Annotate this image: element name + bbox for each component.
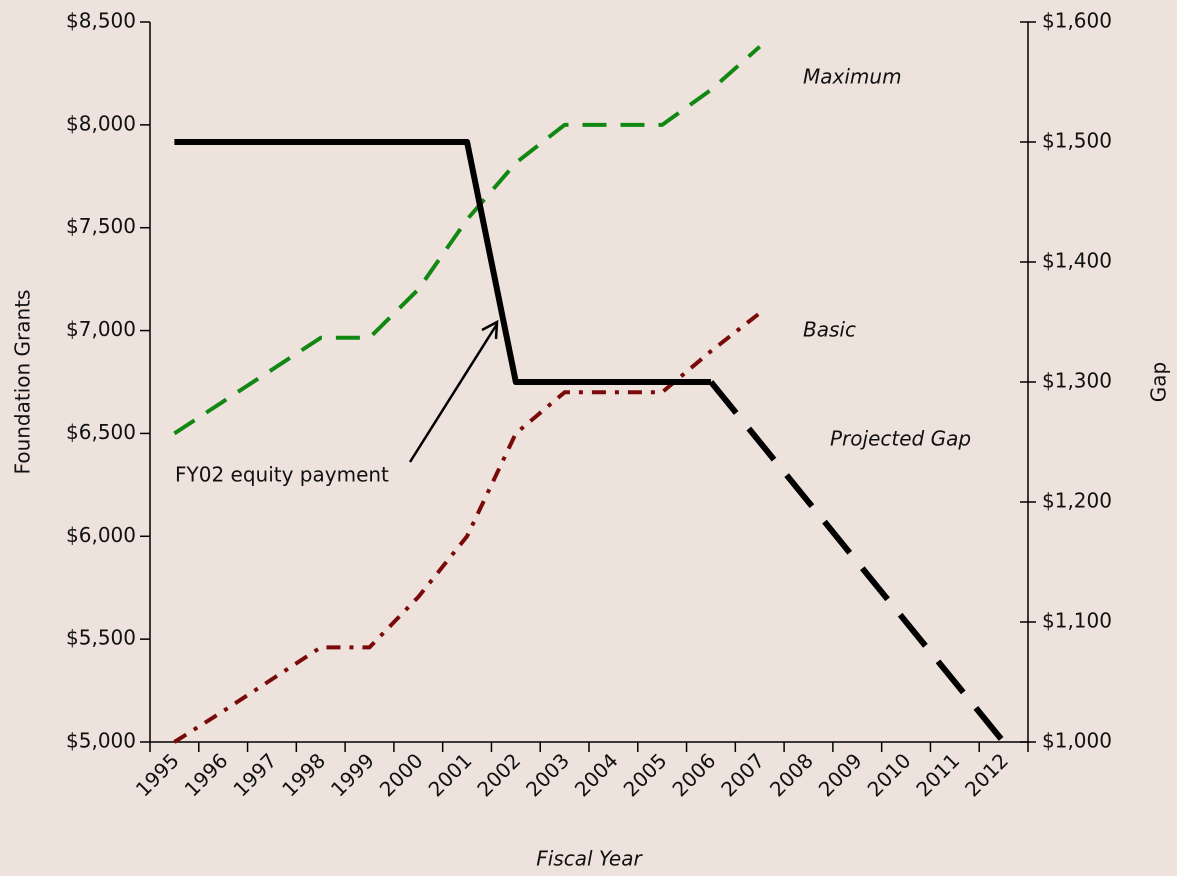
annotation-arrowhead [481,319,499,340]
y2-tick-label: $1,100 [1042,609,1112,633]
y2-tick-label: $1,500 [1042,129,1112,153]
series-label: Maximum [803,65,902,89]
y2-tick-label: $1,000 [1042,729,1112,753]
y-tick-label: $7,500 [66,214,136,238]
y2-tick-label: $1,300 [1042,369,1112,393]
y-tick-label: $5,500 [66,626,136,650]
y-tick-label: $8,500 [66,9,136,33]
y-axis-label: Foundation Grants [11,290,35,475]
series-line [708,380,1006,744]
series-line [173,45,762,436]
series-line [174,139,711,385]
series-line [173,311,761,744]
series-label: Projected Gap [830,427,971,451]
y2-axis-label: Gap [1147,362,1171,402]
x-axis-label: Fiscal Year [536,847,643,871]
y-tick-label: $6,000 [66,523,136,547]
y-tick-label: $6,500 [66,420,136,444]
annotation-arrow [408,323,499,463]
y-tick-label: $8,000 [66,111,136,135]
y-tick-label: $7,000 [66,317,136,341]
y-tick-label: $5,000 [66,729,136,753]
y2-tick-label: $1,400 [1042,249,1112,273]
annotation: FY02 equity payment [175,463,389,487]
y2-tick-label: $1,200 [1042,489,1112,513]
y2-tick-label: $1,600 [1042,9,1112,33]
series-label: Basic [803,318,856,342]
